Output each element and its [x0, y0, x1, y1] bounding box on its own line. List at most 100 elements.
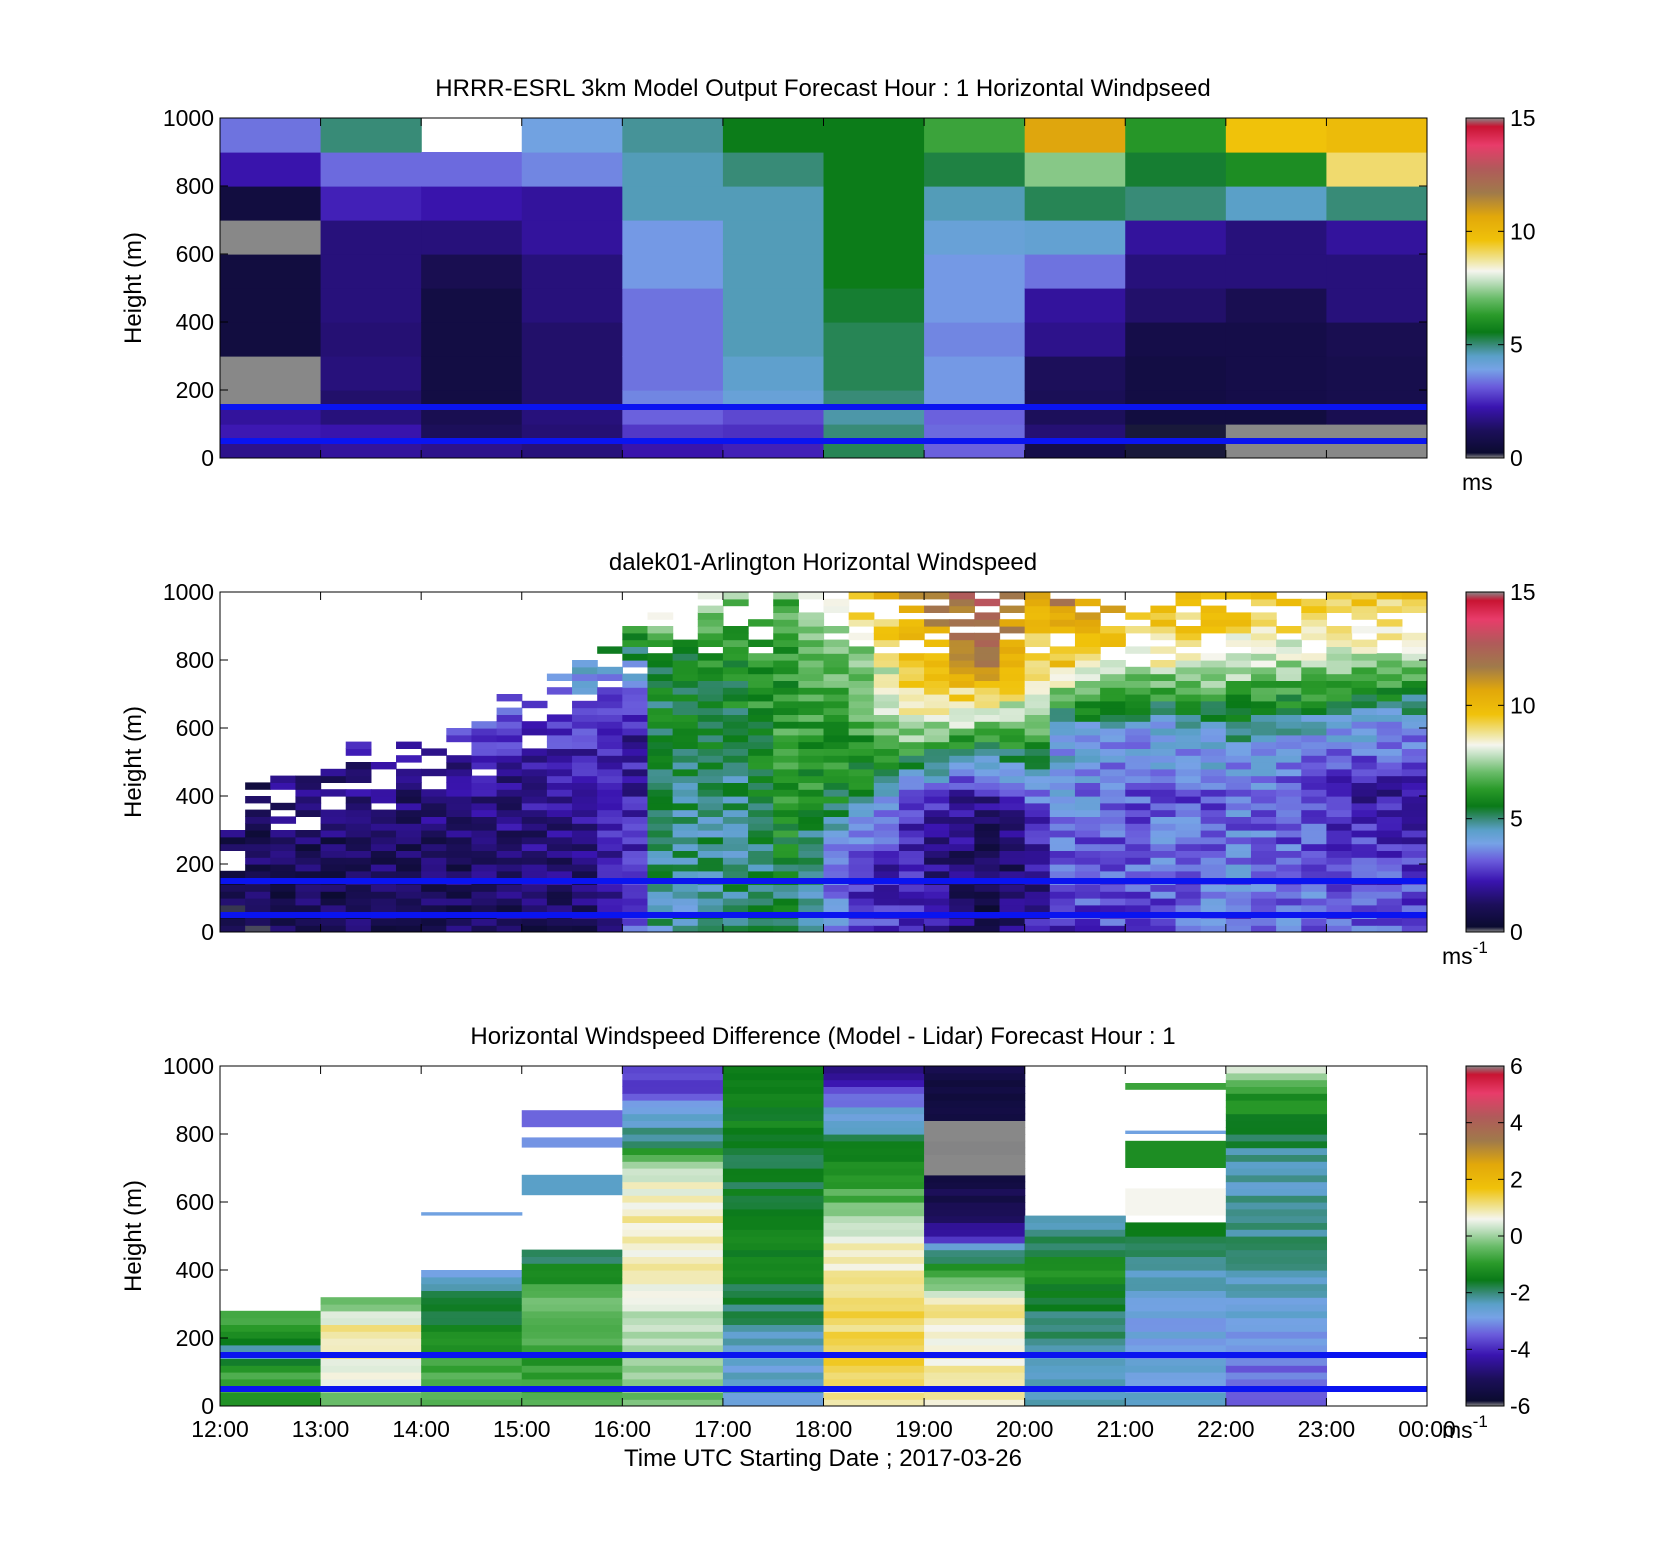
heatmap-cell: [471, 857, 498, 865]
heatmap-cell: [496, 823, 523, 831]
heatmap-cell: [823, 1195, 925, 1203]
heatmap-cell: [1301, 802, 1328, 811]
heatmap-cell: [1225, 152, 1328, 187]
heatmap-cell: [898, 796, 925, 804]
heatmap-cell: [421, 830, 447, 838]
heatmap-cell: [949, 632, 975, 641]
heatmap-cell: [1401, 592, 1427, 600]
heatmap-cell: [924, 1372, 1026, 1380]
heatmap-cell: [647, 768, 674, 777]
heatmap-cell: [521, 407, 623, 425]
heatmap-cell: [1024, 823, 1051, 831]
heatmap-cell: [1150, 775, 1177, 783]
heatmap-cell: [1326, 626, 1353, 634]
heatmap-cell: [270, 816, 297, 824]
heatmap-cell: [245, 816, 271, 824]
heatmap-cell: [270, 918, 297, 926]
heatmap-cell: [647, 823, 674, 831]
heatmap-cell: [521, 728, 548, 736]
heatmap-cell: [1225, 1310, 1328, 1319]
heatmap-cell: [572, 918, 598, 926]
heatmap-cell: [999, 836, 1026, 845]
heatmap-cell: [1074, 666, 1101, 675]
heatmap-cell: [748, 796, 774, 804]
heatmap-cell: [898, 721, 925, 729]
heatmap-cell: [697, 700, 724, 709]
heatmap-cell: [220, 186, 322, 221]
heatmap-cell: [270, 857, 297, 865]
heatmap-cell: [823, 1304, 925, 1312]
heatmap-cell: [798, 619, 825, 627]
heatmap-cell: [647, 802, 674, 811]
heatmap-cell: [295, 857, 322, 865]
heatmap-cell: [320, 925, 347, 932]
heatmap-cell: [597, 762, 623, 770]
heatmap-cell: [773, 632, 799, 641]
heatmap-cell: [1301, 666, 1328, 675]
heatmap-cell: [1225, 1317, 1328, 1325]
heatmap-cell: [220, 891, 246, 899]
heatmap-cell: [672, 762, 699, 770]
heatmap-cell: [396, 796, 422, 804]
heatmap-cell: [1225, 830, 1252, 838]
heatmap-cell: [999, 707, 1026, 715]
heatmap-cell: [1225, 441, 1328, 458]
heatmap-cell: [898, 734, 925, 743]
heatmap-cell: [823, 1358, 925, 1366]
heatmap-cell: [823, 1399, 925, 1406]
heatmap-cell: [572, 782, 598, 790]
heatmap-cell: [597, 816, 623, 824]
heatmap-cell: [345, 830, 372, 838]
heatmap-cell: [722, 1208, 825, 1217]
heatmap-cell: [823, 823, 850, 831]
heatmap-cell: [471, 898, 498, 906]
heatmap-cell: [320, 768, 347, 777]
heatmap-cell: [546, 823, 573, 831]
heatmap-cell: [1301, 728, 1328, 736]
heatmap-cell: [1351, 660, 1378, 668]
heatmap-cell: [446, 864, 473, 872]
heatmap-cell: [1049, 925, 1076, 932]
heatmap-cell: [1125, 1236, 1227, 1244]
heatmap-cell: [949, 843, 975, 851]
y-tick-label: 400: [176, 783, 214, 809]
heatmap-cell: [1401, 632, 1427, 641]
heatmap-cell: [1376, 836, 1403, 845]
heatmap-cell: [1125, 1304, 1227, 1312]
heatmap-cell: [496, 830, 523, 838]
heatmap-cell: [1175, 823, 1202, 831]
heatmap-cell: [999, 748, 1026, 756]
heatmap-cell: [1326, 728, 1353, 736]
heatmap-cell: [722, 816, 749, 824]
heatmap-cell: [999, 687, 1026, 695]
heatmap-cell: [521, 1249, 623, 1257]
heatmap-cell: [647, 748, 674, 756]
heatmap-cell: [1074, 728, 1101, 736]
heatmap-cell: [446, 775, 473, 783]
heatmap-cell: [924, 1181, 1026, 1189]
heatmap-cell: [1376, 700, 1403, 709]
heatmap-cell: [823, 775, 850, 783]
heatmap-cell: [1024, 660, 1051, 668]
heatmap-cell: [722, 748, 749, 756]
heatmap-cell: [722, 1378, 825, 1387]
heatmap-cell: [1024, 1324, 1126, 1332]
heatmap-cell: [1150, 836, 1177, 845]
heatmap-cell: [722, 775, 749, 783]
heatmap-cell: [999, 850, 1026, 858]
heatmap-cell: [924, 768, 950, 777]
heatmap-cell: [496, 809, 523, 817]
heatmap-cell: [924, 850, 950, 858]
heatmap-cell: [697, 796, 724, 804]
heatmap-cell: [446, 884, 473, 892]
heatmap-cell: [1074, 721, 1101, 729]
heatmap-cell: [748, 870, 774, 879]
heatmap-cell: [898, 619, 925, 627]
y-tick-label: 200: [176, 851, 214, 877]
heatmap-cell: [1074, 748, 1101, 756]
heatmap-cell: [924, 390, 1026, 408]
heatmap-cell: [1074, 694, 1101, 702]
heatmap-cell: [1049, 796, 1076, 804]
heatmap-cell: [722, 1195, 825, 1203]
heatmap-cell: [798, 768, 825, 777]
